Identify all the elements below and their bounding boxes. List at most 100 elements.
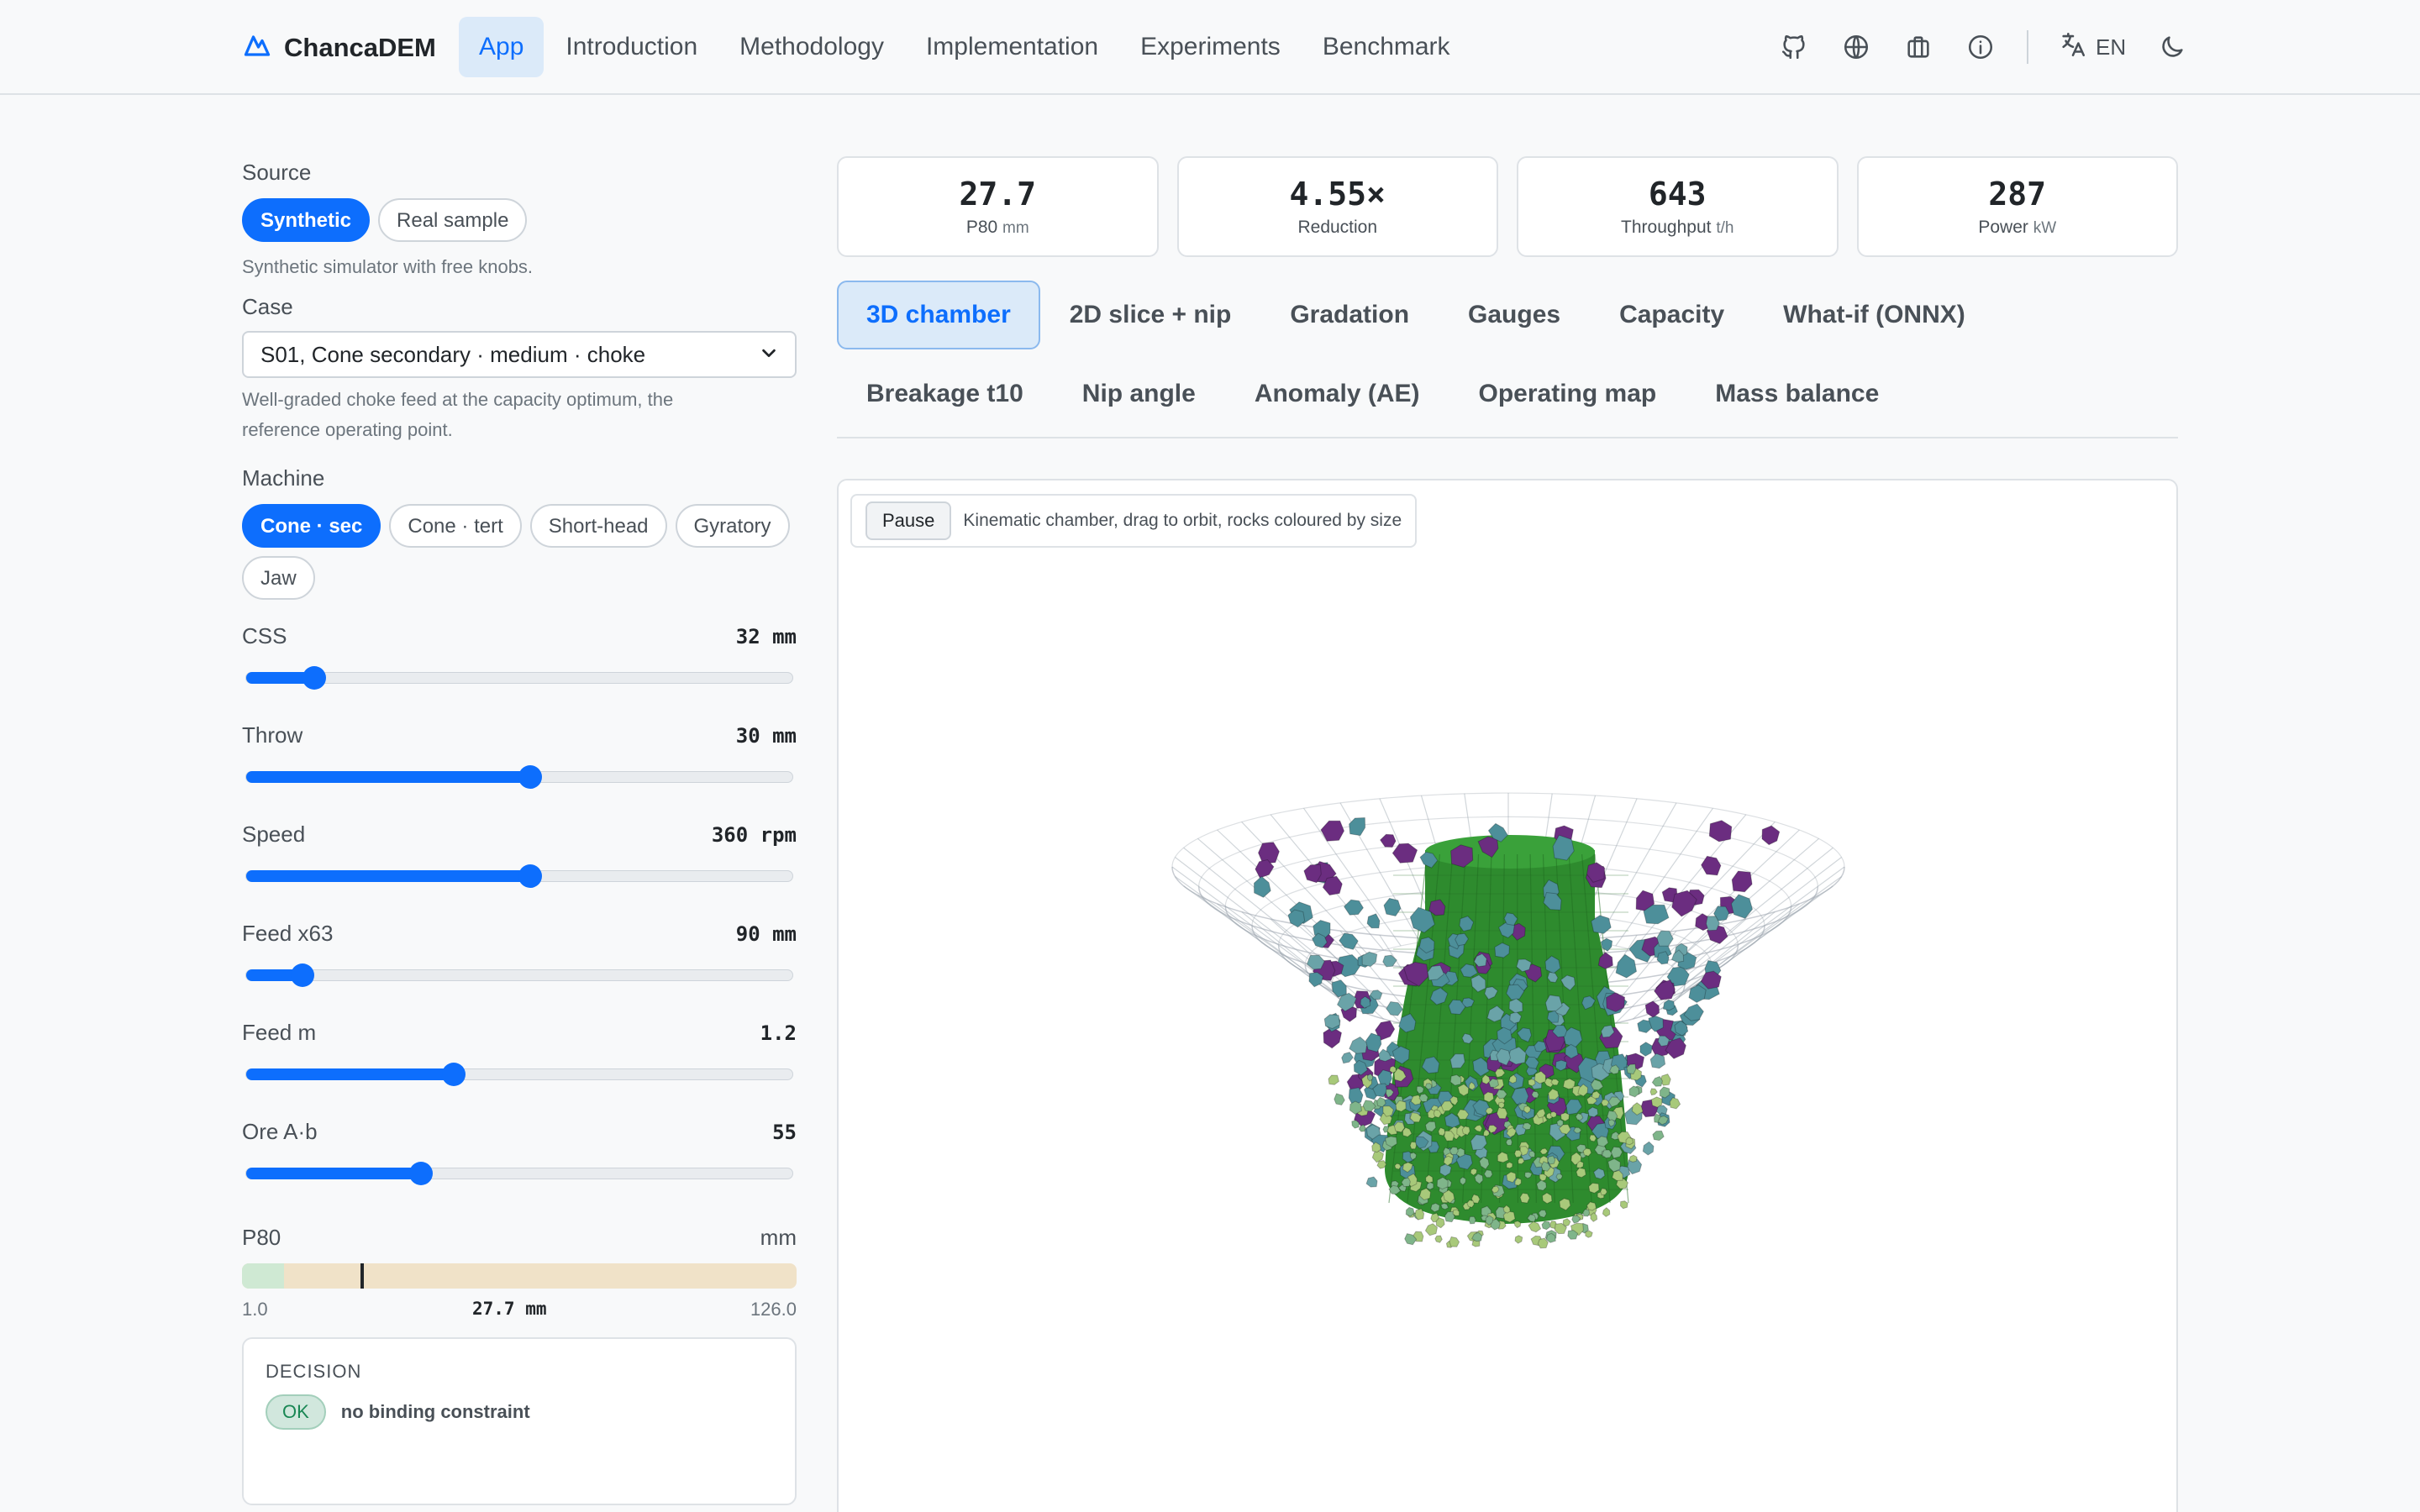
tab-what-if[interactable]: What-if (ONNX) [1783,301,1965,328]
rock-particle [1627,1158,1643,1175]
slider-label: Feed m [242,1020,317,1045]
p80-label: P80 [242,1225,281,1250]
rock-particles [1253,816,1781,1249]
tab-2d-slice[interactable]: 2D slice + nip [1069,301,1232,328]
nav-link-benchmark[interactable]: Benchmark [1322,33,1450,60]
tab-mass-balance[interactable]: Mass balance [1715,380,1880,407]
rock-particle [1395,1100,1407,1112]
rock-particle [1450,844,1474,869]
slider-speed: Speed 360 rpm [242,822,797,921]
machine-gyratory-button[interactable]: Gyratory [675,504,790,548]
tab-breakage-t10[interactable]: Breakage t10 [866,380,1023,407]
slider-handle[interactable] [291,963,315,987]
rock-particle [1548,1088,1560,1100]
rock-particle [1516,1027,1532,1043]
nav-link-implementation[interactable]: Implementation [925,33,1099,60]
slider-handle[interactable] [441,1063,466,1086]
rock-particle [1506,1161,1513,1169]
rock-particle [1670,949,1685,963]
control-sidebar: Source Synthetic Real sample Synthetic s… [242,160,797,1505]
tab-operating-map[interactable]: Operating map [1478,380,1657,407]
tab-capacity[interactable]: Capacity [1619,301,1725,328]
nav-link-introduction[interactable]: Introduction [566,33,698,60]
metric-label: P80 [965,218,998,237]
slider-value: 360 rpm [711,823,797,847]
machine-cone-tert-button[interactable]: Cone · tert [389,504,522,548]
slider-track[interactable] [245,969,793,981]
tab-anomaly[interactable]: Anomaly (AE) [1254,380,1420,407]
slider-track[interactable] [245,1068,793,1080]
rock-particle [1612,1169,1623,1182]
slider-handle[interactable] [518,765,543,789]
rock-particle [1494,942,1510,958]
rock-particle [1547,1155,1556,1165]
nav-link-app[interactable]: App [459,17,544,77]
chamber-3d-scene[interactable] [839,480,2178,1512]
chamber-3d-viewer[interactable]: Pause Kinematic chamber, drag to orbit, … [837,479,2178,1512]
tab-nip-angle[interactable]: Nip angle [1081,380,1196,407]
slider-label: Ore A·b [242,1119,318,1144]
slider-track[interactable] [245,1168,793,1179]
tab-3d-chamber[interactable]: 3D chamber [837,281,1040,349]
tab-divider [837,437,2178,438]
rock-particle [1607,1096,1622,1108]
rock-particle [1573,1126,1582,1134]
nav-link-methodology[interactable]: Methodology [739,33,884,60]
info-icon[interactable] [1965,32,1996,62]
case-hint-line-1: Well-graded choke feed at the capacity o… [242,389,674,410]
slider-handle[interactable] [408,1162,433,1185]
rock-particle [1582,1147,1592,1157]
slider-ore-a-b: Ore A·b 55 [242,1119,797,1218]
rock-particle [1377,1069,1393,1087]
translate-icon [2059,30,2087,65]
rock-particle [1559,1198,1571,1211]
source-real-sample-button[interactable]: Real sample [378,198,528,242]
rock-particle [1487,822,1508,843]
rock-particle [1483,1091,1495,1103]
case-select[interactable]: S01, Cone secondary · medium · choke [242,331,797,378]
rock-particle [1427,964,1445,981]
rock-particle [1320,820,1345,842]
nav-link-experiments[interactable]: Experiments [1140,33,1281,60]
rock-particle [1440,1100,1455,1112]
rock-particle [1528,1150,1536,1158]
rock-particle [1535,1108,1546,1119]
slider-fill [246,870,530,882]
rock-particle [1474,1173,1484,1185]
rock-particle [1509,1011,1523,1024]
slider-handle[interactable] [518,864,543,888]
metric-cards: 27.7 P80 mm 4.55× Reduction 643 Throughp… [837,156,2178,257]
slider-handle[interactable] [302,666,326,690]
rock-particle [1600,1024,1615,1038]
rock-particle [1650,1096,1663,1108]
rock-particle [1575,1112,1584,1121]
machine-jaw-button[interactable]: Jaw [242,556,315,600]
rock-particle [1657,1115,1670,1126]
rock-particle [1306,954,1325,970]
rock-particle [1582,1209,1591,1217]
globe-icon[interactable] [1841,32,1871,62]
slider-value: 55 [772,1121,797,1144]
rock-particle [1491,1185,1500,1194]
rock-particle [1428,899,1446,916]
rock-particle [1683,1003,1705,1021]
rock-particle [1551,1024,1568,1038]
moon-icon[interactable] [2157,32,2187,62]
briefcase-icon[interactable] [1903,32,1933,62]
tab-gradation[interactable]: Gradation [1290,301,1410,328]
rock-particle [1514,1235,1523,1244]
pause-button[interactable]: Pause [865,501,952,540]
tab-gauges[interactable]: Gauges [1468,301,1561,328]
rock-particle [1449,1074,1462,1086]
source-synthetic-button[interactable]: Synthetic [242,198,371,242]
slider-track[interactable] [245,672,793,684]
language-switcher[interactable]: EN [2059,30,2126,65]
rock-particle [1534,1040,1547,1053]
rock-particle [1606,992,1626,1012]
machine-short-head-button[interactable]: Short-head [529,504,667,548]
p80-scale: 1.0 27.7 mm 126.0 [242,1299,797,1324]
machine-cone-sec-button[interactable]: Cone · sec [242,504,381,548]
language-code: EN [2096,34,2127,60]
github-icon[interactable] [1779,32,1809,62]
brand[interactable]: ChancaDEM [242,29,436,66]
